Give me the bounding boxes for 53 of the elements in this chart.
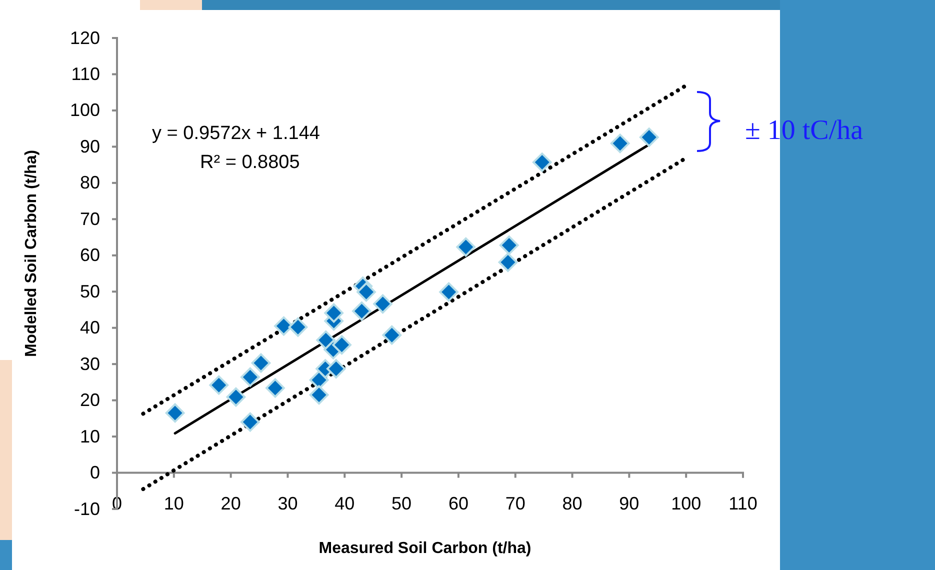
x-tick-label: 90	[619, 494, 640, 514]
point	[165, 403, 185, 423]
x-tick-label: 80	[562, 494, 582, 514]
x-tick-label: 110	[728, 494, 758, 514]
y-tick-label: 80	[80, 172, 100, 193]
point	[251, 353, 271, 373]
y-tick-label: 120	[70, 28, 100, 48]
point	[288, 317, 308, 337]
point	[610, 134, 630, 154]
point	[209, 375, 229, 395]
point	[356, 282, 376, 302]
point	[309, 385, 329, 405]
y-tick-label: 60	[80, 245, 100, 266]
point	[499, 236, 519, 255]
point	[352, 302, 372, 321]
x-tick-label: 40	[334, 494, 355, 514]
x-tick-label: 60	[448, 494, 468, 514]
y-tick-label: 70	[80, 208, 100, 229]
point	[382, 325, 402, 345]
y-tick-label: 40	[80, 318, 100, 338]
point	[240, 412, 260, 432]
annotation: R² = 0.8805	[200, 152, 300, 173]
point	[498, 252, 518, 272]
y-tick-label: 30	[80, 354, 100, 374]
point	[240, 367, 260, 387]
point	[373, 294, 392, 314]
point	[266, 378, 285, 398]
x-tick-label: 100	[671, 494, 702, 514]
y-tick-label: 90	[80, 136, 100, 156]
y-tick-label: 110	[71, 64, 100, 84]
point	[226, 387, 246, 407]
point	[332, 335, 352, 355]
x-tick-label: 20	[220, 494, 241, 514]
y-tick-label: -10	[74, 498, 100, 519]
point	[456, 237, 476, 257]
x-axis-title: Measured Soil Carbon (t/ha)	[318, 540, 532, 557]
x-tick-label: 10	[164, 494, 184, 514]
y-tick-label: 10	[80, 426, 100, 446]
point	[324, 303, 344, 323]
y-tick-label: 50	[80, 281, 100, 302]
x-tick-label: 70	[505, 494, 526, 514]
point	[274, 316, 294, 336]
annotation: y = 0.9572x + 1.144	[152, 123, 320, 144]
x-tick-label: 50	[392, 494, 412, 514]
y-tick-label: 20	[80, 390, 100, 410]
y-axis-title: Modelled Soil Carbon (t/ha)	[23, 150, 40, 358]
point	[326, 359, 346, 378]
point	[439, 282, 458, 302]
y-tick-label: 100	[70, 100, 100, 120]
point	[639, 128, 659, 147]
point	[532, 152, 552, 172]
y-tick-label: 0	[90, 462, 100, 483]
x-tick-label: 30	[278, 494, 298, 514]
